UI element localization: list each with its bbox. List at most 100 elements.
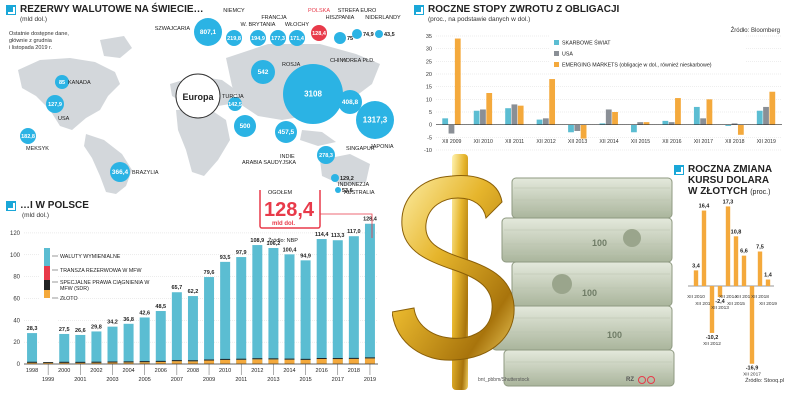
pl-bar-gold-6 — [123, 362, 134, 364]
b-bar-0-7 — [662, 120, 669, 125]
pl-ytick-0: 0 — [17, 362, 21, 368]
bubble-label-12: BRAZYLIA — [132, 170, 159, 176]
world-map: Europa 807,1 SZWAJCARIA 219,8 NIEMCY 194,9 W. … — [18, 8, 401, 195]
bubble-12 — [110, 162, 130, 182]
world-note: Ostatnie dostępne dane, głównie z grudni… — [9, 31, 69, 51]
bubble-20 — [338, 90, 362, 114]
pl-bar-sdr-9 — [171, 360, 182, 362]
b-bar-1-8 — [700, 118, 707, 125]
pl-bar-sdr-1 — [43, 361, 54, 363]
bubble-18 — [275, 121, 297, 143]
bubble-label-0: SZWAJCARIA — [155, 26, 191, 32]
u-bar-4 — [725, 206, 731, 286]
bonds-title: ROCZNE STOPY ZWROTU Z OBLIGACJI — [414, 4, 619, 15]
u-bar-2 — [709, 286, 715, 333]
b-bar-1-6 — [637, 122, 644, 125]
poland-reserves-panel: …I W POLSCE (mld dol.) 0 20 40 60 80 100 120 28… — [0, 190, 390, 400]
b-bar-2-0 — [454, 38, 461, 125]
usd-panel: ROCZNA ZMIANA KURSU DOLARA W ZŁOTYCH (pr… — [672, 160, 788, 400]
b-legend: SKARBOWE ŚWIAT USA EMERGING MARKETS (oblig… — [550, 34, 746, 72]
bubble-label-1: NIEMCY — [223, 8, 245, 14]
bubble-label-11: MEKSYK — [26, 146, 49, 152]
b-ytick-3: 5 — [429, 110, 432, 116]
pl-xtick-10: 2008 — [187, 368, 199, 374]
bubble-value-23: 129,2 — [340, 176, 354, 182]
b-bar-2-3 — [549, 79, 556, 125]
b-bar-2-9 — [737, 124, 744, 135]
pl-bar-19 — [332, 240, 343, 364]
b-xtick-2: XII 2011 — [505, 139, 524, 145]
u-label-2: -10,2 — [706, 335, 719, 341]
u-xtick-5: XII 2015 — [727, 301, 745, 307]
bubble-label-5: POLSKA — [308, 8, 330, 14]
bonds-unit: (proc., na podstawie danych w dol.) — [428, 16, 531, 23]
b-bar-1-1 — [480, 109, 486, 125]
bubble-value-19: 3108 — [304, 90, 322, 99]
bubble-value-6: 75 — [347, 36, 353, 42]
pl-bar-gold-1 — [43, 362, 54, 364]
bubble-label-19: CHINY — [330, 58, 347, 64]
b-bar-0-9 — [725, 124, 732, 126]
poland-chart: 02040608010012028,3199827,3199927,520002… — [10, 190, 378, 383]
pl-bar-gold-15 — [268, 359, 279, 364]
pl-bar-gold-10 — [187, 361, 198, 364]
pl-xtick-15: 2013 — [267, 377, 279, 383]
pl-bar-sdr-7 — [139, 361, 150, 363]
legend-label-2-1: MFW (SDR) — [60, 286, 89, 292]
b-bar-1-5 — [605, 109, 612, 125]
bubble-value-7: 74,9 — [363, 32, 374, 38]
world-reserves-panel: REZERWY WALUTOWE NA ŚWIECIE… (mld dol.) … — [0, 0, 408, 195]
arrow-icon — [6, 4, 16, 15]
brand-icon — [647, 376, 655, 384]
bubble-value-15: 542 — [258, 69, 269, 76]
b-bar-1-3 — [542, 118, 549, 125]
pl-ytick-3: 60 — [13, 296, 20, 302]
pl-xtick-11: 2009 — [203, 377, 215, 383]
pl-bar-sdr-13 — [236, 358, 247, 360]
pl-ytick-2: 40 — [13, 318, 20, 324]
b-bar-1-4 — [574, 124, 581, 131]
pl-xtick-0: 1998 — [26, 368, 38, 374]
b-bar-1-0 — [448, 124, 455, 134]
pl-bar-0 — [27, 333, 38, 364]
cash-stacks: 100 100 100 — [491, 177, 675, 387]
pl-bar-gold-2 — [59, 362, 70, 364]
pl-bar-12 — [220, 261, 231, 364]
callout-top: OGÓŁEM — [268, 190, 293, 196]
bubble-3 — [270, 30, 286, 46]
pl-xtick-3: 2001 — [74, 377, 86, 383]
b-bar-2-1 — [486, 93, 493, 125]
b-bar-0-4 — [568, 124, 574, 133]
pl-bar-20 — [348, 236, 359, 364]
b-ytick-6: 20 — [426, 72, 432, 78]
u-xtick-6: XII 2016 — [735, 294, 753, 300]
b-legend-label-1: USA — [562, 52, 573, 58]
pl-bar-gold-14 — [252, 359, 263, 364]
b-xtick-10: XII 2019 — [757, 139, 776, 145]
pl-bar-gold-19 — [332, 359, 343, 364]
bubble-label-20: KOREA PŁD. — [342, 58, 375, 64]
europe-label: Europa — [182, 92, 214, 102]
u-label-8: 7,5 — [756, 245, 764, 251]
legend-label-3-0: ZŁOTO — [60, 296, 78, 302]
pl-bar-sdr-17 — [300, 358, 311, 360]
bubble-0 — [194, 18, 222, 46]
b-bar-1-2 — [511, 104, 518, 125]
b-ytick-7: 25 — [426, 59, 432, 65]
pl-bar-7 — [139, 317, 150, 364]
pl-bar-gold-4 — [91, 362, 102, 364]
pl-bar-gold-11 — [204, 360, 215, 364]
svg-text:100: 100 — [607, 330, 622, 340]
pl-xtick-2: 2000 — [58, 368, 70, 374]
pl-bar-15 — [268, 247, 279, 364]
pl-legend: WALUTY WYMIENIALNE TRANSZA REZERWOWA W MF… — [40, 244, 149, 362]
bubble-label-10: USA — [58, 116, 70, 122]
bubble-label-7: STREFA EURO — [338, 8, 377, 14]
b-legend-swatch-2 — [554, 62, 559, 67]
b-ytick-9: 35 — [426, 34, 432, 40]
u-label-4: 17,3 — [723, 199, 734, 205]
pl-bar-16 — [284, 254, 295, 364]
bonds-source: Źródło: Bloomberg — [730, 28, 780, 34]
bubble-24 — [335, 187, 341, 193]
pl-bar-gold-16 — [284, 359, 295, 364]
